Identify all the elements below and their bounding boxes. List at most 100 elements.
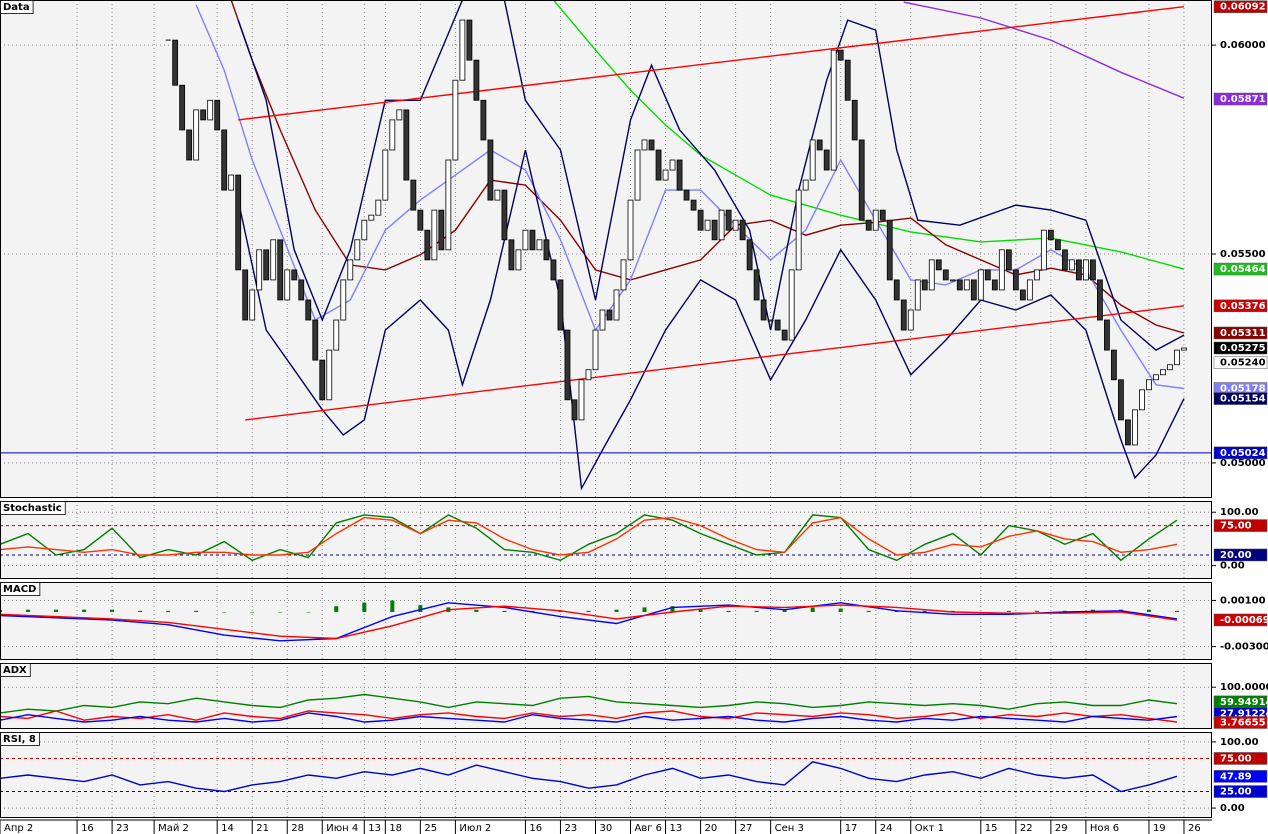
x-tick-label: 24 xyxy=(880,823,893,834)
candle xyxy=(1132,409,1138,446)
candle xyxy=(949,279,956,282)
y-tick-label: 100.00 xyxy=(1220,507,1259,518)
candle xyxy=(725,209,732,231)
x-tick-label: 13 xyxy=(368,823,381,834)
candle xyxy=(585,369,592,381)
candle xyxy=(970,279,977,301)
pane-title: MACD xyxy=(3,584,36,595)
histogram-bar xyxy=(26,609,31,612)
candle xyxy=(424,229,431,261)
candle xyxy=(263,249,270,281)
pane-title-box xyxy=(0,501,66,515)
candle xyxy=(1033,269,1040,281)
candle xyxy=(718,209,725,241)
histogram-bar xyxy=(1146,609,1151,612)
y-tick-label: 0.00 xyxy=(1220,561,1245,572)
x-tick-label: 23 xyxy=(564,823,577,834)
price-label: 20.00 xyxy=(1220,550,1252,561)
candle xyxy=(368,214,375,221)
indicator-line xyxy=(0,761,1178,793)
candle xyxy=(837,49,844,61)
candle xyxy=(1019,289,1026,301)
candle xyxy=(809,139,816,181)
y-tick-label: 0.00100 xyxy=(1220,595,1266,606)
indicator-line xyxy=(237,0,1185,351)
indicator-line xyxy=(0,604,1178,640)
x-tick-label: Май 2 xyxy=(158,823,189,834)
x-tick-label: Ноя 6 xyxy=(1090,823,1119,834)
candle xyxy=(193,109,200,161)
candle xyxy=(620,259,627,291)
price-label: -0.00069 xyxy=(1220,615,1268,626)
x-tick-label: 22 xyxy=(1020,823,1033,834)
x-tick-label: 29 xyxy=(1055,823,1068,834)
candle xyxy=(361,219,368,241)
price-label: 47.89 xyxy=(1220,771,1252,782)
histogram-bar xyxy=(614,609,619,612)
candle xyxy=(312,319,319,361)
histogram-bar xyxy=(866,610,871,612)
indicator-line xyxy=(0,514,1178,562)
pane-border xyxy=(0,582,1212,660)
candle xyxy=(452,79,459,161)
candle xyxy=(1097,279,1103,321)
histogram-bar xyxy=(362,602,367,612)
price-label-box xyxy=(1213,770,1268,783)
candle xyxy=(431,209,438,261)
x-tick-label: Авг 6 xyxy=(635,823,663,834)
histogram-bar xyxy=(110,609,115,612)
histogram-bar xyxy=(334,606,339,612)
candle xyxy=(536,239,543,251)
price-label: 0.05240 xyxy=(1220,358,1266,369)
candle xyxy=(354,239,361,261)
candle xyxy=(1111,349,1117,381)
candle xyxy=(207,99,214,121)
candle xyxy=(501,189,508,241)
price-label: 0.05311 xyxy=(1220,328,1266,339)
candle xyxy=(445,159,452,251)
pane-border xyxy=(0,732,1212,818)
candle xyxy=(270,239,277,281)
candle xyxy=(676,159,683,191)
candle xyxy=(1118,379,1124,421)
price-label-box xyxy=(1213,392,1268,405)
pane-border xyxy=(0,663,1212,729)
x-tick-label: 19 xyxy=(1153,823,1166,834)
histogram-bar xyxy=(418,605,423,612)
pane-title: ADX xyxy=(3,665,27,676)
candle xyxy=(704,219,711,231)
candle xyxy=(221,129,228,191)
candle xyxy=(1174,349,1180,366)
histogram-bar xyxy=(474,609,479,612)
pane-title-box xyxy=(0,582,41,596)
x-tick-label: 27 xyxy=(740,823,753,834)
x-tick-label: 30 xyxy=(599,823,612,834)
pane-title: RSI, 8 xyxy=(3,734,36,745)
candle xyxy=(879,209,886,221)
price-label: 0.06092 xyxy=(1220,2,1266,13)
candle xyxy=(550,259,557,281)
pane xyxy=(0,732,1212,818)
indicator-line xyxy=(0,516,1178,556)
pane-background xyxy=(0,732,1212,818)
candle xyxy=(795,189,802,271)
price-label-box xyxy=(1213,356,1268,369)
x-tick-label: 14 xyxy=(221,823,234,834)
candle xyxy=(1047,229,1054,241)
price-label: 59.94914 xyxy=(1220,697,1268,708)
price-label: 0.05871 xyxy=(1220,94,1266,105)
x-tick-label: 26 xyxy=(1188,823,1201,834)
pane-background xyxy=(0,582,1212,660)
histogram-bar xyxy=(1174,610,1179,612)
histogram-bar xyxy=(1034,610,1039,612)
x-tick-label: 16 xyxy=(81,823,94,834)
histogram-bar xyxy=(726,610,731,612)
candle xyxy=(228,174,235,191)
histogram-bar xyxy=(166,610,171,612)
candle xyxy=(648,139,655,151)
candle xyxy=(690,199,697,211)
candle xyxy=(438,209,445,251)
candle xyxy=(606,309,613,321)
